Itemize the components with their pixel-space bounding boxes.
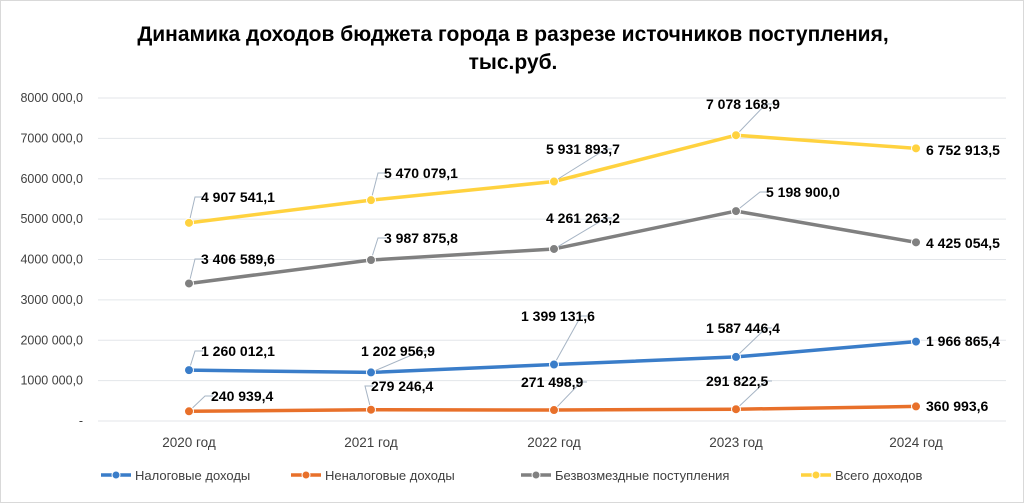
y-tick-label: 6000 000,0 — [20, 172, 83, 186]
leader-line — [735, 380, 772, 410]
leader-line — [553, 315, 587, 365]
x-tick-label: 2024 год — [889, 435, 943, 450]
data-point — [911, 401, 921, 412]
y-tick-label: 5000 000,0 — [20, 212, 83, 226]
data-label: 3 987 875,8 — [384, 230, 458, 246]
leader-line — [553, 148, 612, 182]
leader-line — [553, 381, 587, 411]
data-point — [184, 406, 194, 417]
leader-line — [188, 196, 203, 223]
x-tick-label: 2021 год — [344, 435, 398, 450]
data-label: 1 587 446,4 — [706, 320, 780, 336]
legend-marker — [811, 470, 821, 480]
legend-label: Безвозмездные поступления — [555, 468, 729, 483]
data-label: 5 198 900,0 — [766, 184, 840, 200]
leader-line — [370, 237, 386, 261]
data-label: 1 399 131,6 — [521, 308, 595, 324]
leader-line — [735, 191, 768, 212]
leader-line — [188, 395, 213, 412]
y-tick-label: 4000 000,0 — [20, 253, 83, 267]
data-label: 5 931 893,7 — [546, 141, 620, 157]
y-tick-label: 7000 000,0 — [20, 131, 83, 145]
data-label: 5 470 079,1 — [384, 165, 458, 181]
legend-marker — [111, 470, 121, 480]
data-point — [731, 404, 741, 415]
data-label: 271 498,9 — [521, 374, 583, 390]
legend-label: Всего доходов — [835, 468, 922, 483]
y-tick-label: 8000 000,0 — [20, 91, 83, 105]
data-label: 4 261 263,2 — [546, 210, 620, 226]
leader-line — [553, 217, 612, 250]
legend-marker — [531, 470, 541, 480]
data-label: 240 939,4 — [211, 388, 273, 404]
data-label: 6 752 913,5 — [926, 142, 1000, 158]
y-tick-label: 1000 000,0 — [20, 374, 83, 388]
data-point — [366, 254, 376, 265]
legend-marker — [301, 470, 311, 480]
data-label: 291 822,5 — [706, 373, 768, 389]
chart-title: Динамика доходов бюджета города в разрез… — [137, 23, 888, 46]
leader-line — [364, 385, 373, 410]
leader-line — [370, 172, 386, 201]
leader-line — [735, 327, 772, 358]
legend-label: Налоговые доходы — [135, 468, 250, 483]
data-label: 1 260 012,1 — [201, 343, 275, 359]
data-label: 7 078 168,9 — [706, 96, 780, 112]
y-tick-label: - — [79, 414, 83, 428]
data-point — [731, 351, 741, 362]
leader-line — [735, 103, 772, 136]
data-point — [184, 217, 194, 228]
data-label: 1 966 865,4 — [926, 333, 1000, 349]
data-point — [184, 278, 194, 289]
x-tick-label: 2023 год — [709, 435, 763, 450]
y-tick-label: 2000 000,0 — [20, 333, 83, 347]
data-point — [731, 206, 741, 217]
data-point — [549, 176, 559, 187]
leader-line — [188, 350, 203, 371]
data-label: 360 993,6 — [926, 398, 988, 414]
data-point — [366, 195, 376, 206]
legend-label: Неналоговые доходы — [325, 468, 455, 483]
data-label: 3 406 589,6 — [201, 251, 275, 267]
data-label: 4 425 054,5 — [926, 235, 1000, 251]
leader-line — [370, 350, 427, 373]
data-point — [731, 130, 741, 141]
data-point — [911, 143, 921, 154]
leader-line — [188, 258, 203, 284]
data-label: 279 246,4 — [371, 378, 433, 394]
chart-title: тыс.руб. — [469, 51, 558, 74]
data-point — [549, 359, 559, 370]
y-tick-label: 3000 000,0 — [20, 293, 83, 307]
data-point — [184, 365, 194, 376]
x-tick-label: 2020 год — [162, 435, 216, 450]
data-point — [911, 336, 921, 347]
data-label: 4 907 541,1 — [201, 189, 275, 205]
data-point — [549, 405, 559, 416]
data-point — [911, 237, 921, 248]
x-tick-label: 2022 год — [527, 435, 581, 450]
data-point — [366, 367, 376, 378]
data-point — [366, 404, 376, 415]
data-label: 1 202 956,9 — [361, 343, 435, 359]
data-point — [549, 243, 559, 254]
